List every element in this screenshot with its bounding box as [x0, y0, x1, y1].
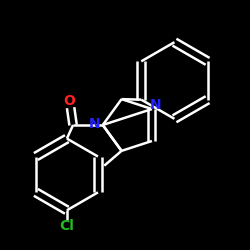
Text: N: N	[150, 98, 162, 112]
Text: Cl: Cl	[60, 219, 74, 233]
Text: O: O	[64, 94, 75, 108]
Text: N: N	[88, 117, 100, 131]
